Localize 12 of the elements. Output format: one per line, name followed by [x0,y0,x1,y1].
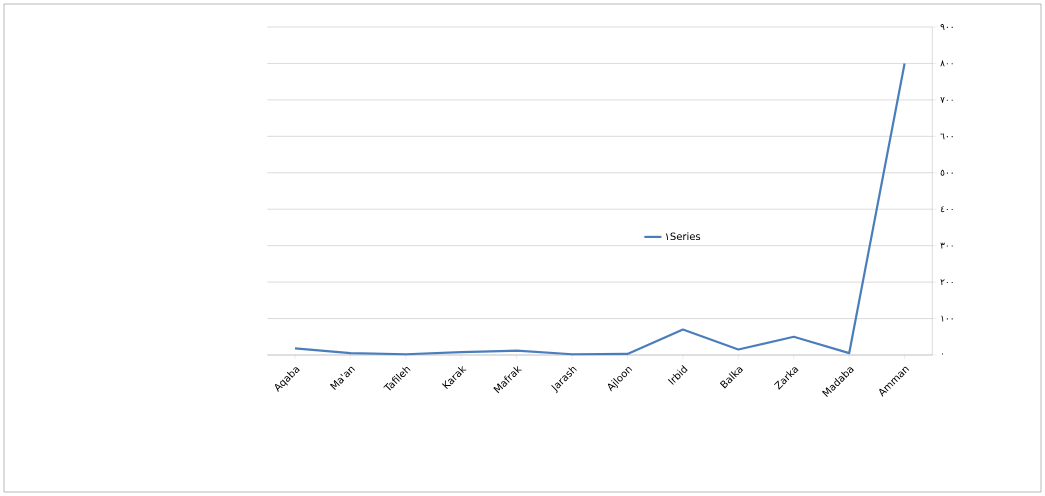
y-tick-label: ١٠٠ [941,315,953,322]
y-tick-label: ٨٠٠ [940,60,953,67]
y-tick-label: ٥٠٠ [940,169,953,176]
legend-label: ١Series [665,232,701,241]
y-tick-label: ٠ [942,353,943,355]
line-series [293,62,906,356]
y-tick-label: ٩٠٠ [940,24,953,30]
y-tick-label: ٣٠٠ [940,242,953,249]
y-tick-label: ٦٠٠ [940,133,953,140]
y-tick-label: ٧٠٠ [940,97,953,103]
y-tick-label: ٤٠٠ [940,206,953,213]
y-tick-label: ٢٠٠ [940,279,953,285]
